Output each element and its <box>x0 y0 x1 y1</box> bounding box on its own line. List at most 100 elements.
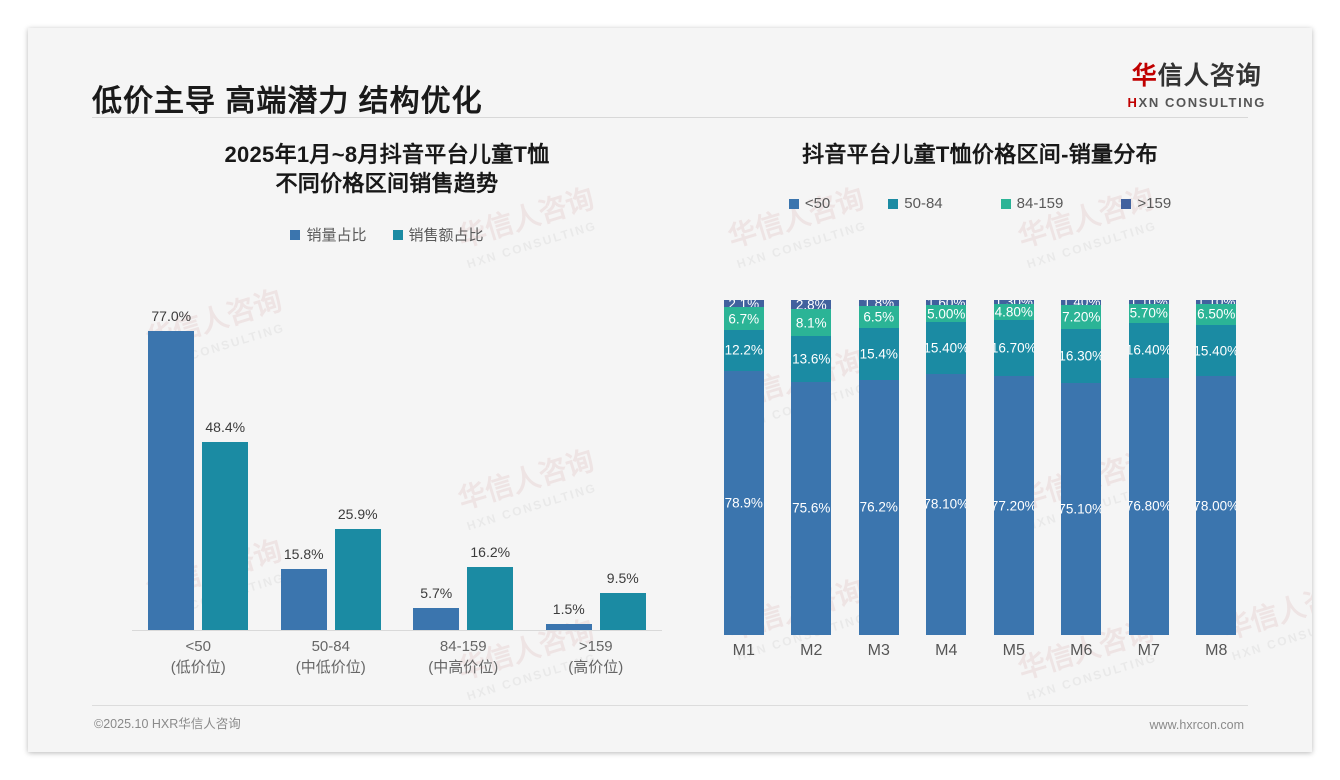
stacked-bar-segment[interactable]: 78.10% <box>926 373 967 635</box>
segment-value-label: 15.40% <box>926 340 966 356</box>
stacked-bar-segment[interactable]: 76.2% <box>858 379 899 635</box>
segment-value-label: 5.70% <box>1129 305 1168 321</box>
stacked-bar-segment[interactable]: 12.2% <box>723 329 764 371</box>
bar[interactable]: 16.2% <box>467 544 514 630</box>
x-axis-tick-range: 84-159 <box>439 638 487 655</box>
bar[interactable]: 5.7% <box>413 585 460 630</box>
stacked-bar-segment[interactable]: 77.20% <box>993 376 1034 635</box>
segment-value-label: 77.20% <box>993 498 1034 514</box>
stacked-bar[interactable]: 1.30%4.80%16.70%77.20% <box>993 300 1034 635</box>
segment-value-label: 6.50% <box>1197 306 1236 322</box>
bar[interactable]: 48.4% <box>202 419 249 630</box>
legend-item-50[interactable]: <50 <box>788 195 831 213</box>
stacked-bar-segment[interactable]: 16.70% <box>993 320 1034 377</box>
left-chart-title-line1: 2025年1月~8月抖音平台儿童T恤 <box>224 142 550 167</box>
chart-panel-left: 2025年1月~8月抖音平台儿童T恤 不同价格区间销售趋势 销量占比 销售额占比… <box>92 140 682 720</box>
stacked-bar-segment[interactable]: 75.10% <box>1061 383 1102 635</box>
left-chart-title-line2: 不同价格区间销售趋势 <box>275 171 499 197</box>
bar[interactable]: 1.5% <box>545 601 592 630</box>
grouped-bar-chart: 77.0% 48.4% 15.8% 25.9% 5.7% 16.2% 1.5% 9.5% <5… <box>110 300 662 676</box>
stacked-bar-segment[interactable]: 13.6% <box>791 336 832 382</box>
legend-label: >159 <box>1137 195 1172 213</box>
stacked-bar[interactable]: 1.10%6.50%15.40%78.00% <box>1196 300 1237 635</box>
stacked-bar-chart: 2.1%6.7% 12.2% 78.9% 2.8% 8.1% 13.6% 75.6% 1.8%… <box>710 300 1250 660</box>
stacked-bar-segment[interactable]: 8.1% <box>791 309 832 337</box>
header-divider <box>92 117 1248 118</box>
bar[interactable]: 77.0% <box>148 308 195 630</box>
bar-value-label: 1.5% <box>552 601 585 618</box>
legend-item-159[interactable]: >159 <box>1121 195 1171 212</box>
stacked-bar[interactable]: 2.8% 8.1% 13.6% 75.6% <box>791 300 832 635</box>
stacked-bar[interactable]: 1.10%5.70%16.40%76.80% <box>1128 300 1169 635</box>
stacked-bar-segment[interactable]: 1.60% <box>926 300 967 310</box>
stacked-bar-segment[interactable]: 5.70% <box>1128 303 1169 323</box>
footer-website[interactable]: www.hxrcon.com <box>1149 718 1244 732</box>
footer-divider <box>92 705 1248 706</box>
stacked-bar[interactable]: 1.60%5.00% 15.40% 78.10% <box>926 300 967 635</box>
legend-label: 50-84 <box>904 195 943 213</box>
bar[interactable]: 15.8% <box>280 546 327 630</box>
bar[interactable]: 25.9% <box>334 506 381 630</box>
logo-english-text: HXN CONSULTING <box>1128 96 1266 109</box>
stacked-bar-segment[interactable]: 15.40% <box>926 322 967 374</box>
segment-value-label: 2.1% <box>728 300 760 312</box>
stacked-bar-segment[interactable]: 75.6% <box>791 381 832 635</box>
stacked-bar-segment[interactable]: 6.7% <box>723 307 764 330</box>
legend-item-50-84[interactable]: 50-84 <box>888 195 943 213</box>
segment-value-label: 78.10% <box>926 496 966 512</box>
segment-value-label: 8.1% <box>795 315 827 331</box>
logo-en-rest: XN CONSULTING <box>1138 95 1266 110</box>
legend-swatch-icon <box>888 198 899 209</box>
bar-group: 15.8% 25.9% <box>265 300 398 630</box>
x-axis-tick: 50-84 (中低价位) <box>265 636 398 679</box>
stacked-bar-segment[interactable]: 15.4% <box>858 328 899 380</box>
x-axis-tick: <50 (低价位) <box>132 636 265 679</box>
stacked-bar[interactable]: 1.40%7.20%16.30%75.10% <box>1061 300 1102 635</box>
stacked-bar-segment[interactable]: 76.80% <box>1128 377 1169 635</box>
segment-value-label: 75.10% <box>1061 501 1101 517</box>
segment-value-label: 4.80% <box>994 304 1033 320</box>
stacked-bar-segment[interactable]: 1.8% <box>858 300 899 311</box>
stacked-bar-segment[interactable]: 4.80% <box>993 304 1034 321</box>
stacked-bar-column: 1.60%5.00% 15.40% 78.10% <box>913 300 981 635</box>
stacked-bar-segment[interactable]: 6.50% <box>1196 303 1237 326</box>
legend-label: <50 <box>804 195 831 213</box>
stacked-bar-segment[interactable]: 16.30% <box>1061 328 1102 384</box>
slide-header: 低价主导 高端潜力 结构优化 华信人咨询 HXN CONSULTING <box>28 28 1312 118</box>
stacked-bar-segment[interactable]: 15.40% <box>1196 325 1237 377</box>
stacked-bar-segment[interactable]: 7.20% <box>1061 304 1102 329</box>
legend-item-sales-amount[interactable]: 销售额占比 <box>392 224 484 245</box>
x-axis-tick: M6 <box>1070 642 1093 659</box>
segment-value-label: 78.00% <box>1196 498 1236 514</box>
segment-value-label: 5.00% <box>927 306 966 322</box>
stacked-bar-plot-area: 2.1%6.7% 12.2% 78.9% 2.8% 8.1% 13.6% 75.6% 1.8%… <box>710 300 1250 635</box>
legend-swatch-icon <box>1000 198 1011 209</box>
stacked-bar[interactable]: 2.1% 6.7% 12.2% 78.9% <box>723 300 764 635</box>
stacked-bar-segment[interactable]: 16.40% <box>1128 322 1169 378</box>
stacked-bar-segment[interactable]: 5.00% <box>926 305 967 323</box>
bar-value-label: 15.8% <box>283 545 324 562</box>
grouped-bar-plot-area: 77.0% 48.4% 15.8% 25.9% 5.7% 16.2% 1.5% 9.5% <box>132 300 662 631</box>
stacked-bar-segment[interactable]: 2.1% <box>723 300 764 311</box>
stacked-bar-segment[interactable]: 78.00% <box>1196 376 1237 635</box>
stacked-bar-segment[interactable]: 2.8% <box>791 300 832 312</box>
legend-swatch-icon <box>392 229 403 240</box>
x-axis-tick-range: 50-84 <box>311 638 350 655</box>
legend-item-sales-volume[interactable]: 销量占比 <box>290 224 367 245</box>
x-axis-tick: M2 <box>800 642 823 659</box>
right-chart-title: 抖音平台儿童T恤价格区间-销量分布 <box>802 142 1158 167</box>
stacked-bar-segment[interactable]: 6.5% <box>858 306 899 329</box>
x-axis-tick-sublabel: (中高价位) <box>428 659 499 677</box>
legend-item-84-159[interactable]: 84-159 <box>1000 195 1063 212</box>
segment-value-label: 76.80% <box>1128 498 1169 514</box>
bar[interactable]: 9.5% <box>599 570 646 630</box>
stacked-bar-column: 1.40%7.20%16.30%75.10% <box>1048 300 1116 635</box>
segment-value-label: 16.30% <box>1061 348 1101 364</box>
segment-value-label: 1.60% <box>927 300 965 310</box>
footer-copyright: ©2025.10 HXR华信人咨询 <box>94 717 241 731</box>
stacked-bar[interactable]: 1.8%6.5% 15.4% 76.2% <box>858 300 899 635</box>
stacked-bar-segment[interactable]: 78.9% <box>723 370 764 635</box>
bar-value-label: 25.9% <box>337 506 378 523</box>
x-axis-tick: M1 <box>732 642 755 659</box>
